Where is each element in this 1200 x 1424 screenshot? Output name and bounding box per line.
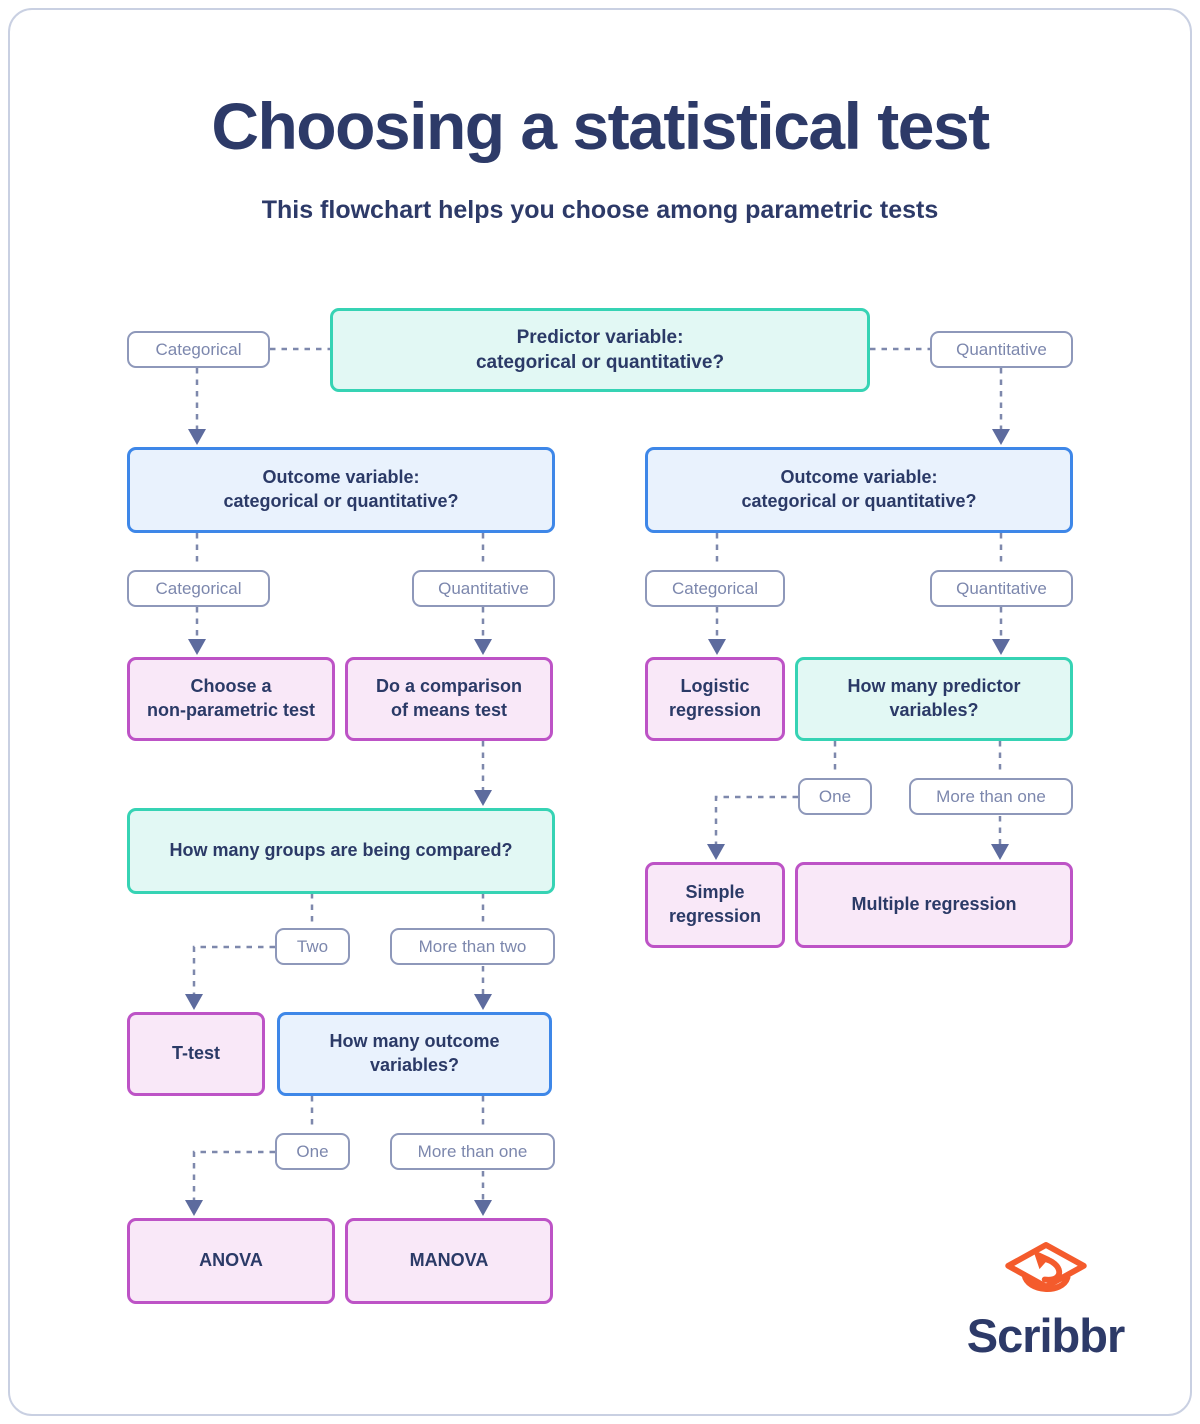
edge-label-quantitative-top-right: Quantitative	[930, 331, 1073, 368]
node-anova: ANOVA	[127, 1218, 335, 1304]
node-logistic-regression: Logistic regression	[645, 657, 785, 741]
edge-label-more-than-one-left-branch: More than one	[390, 1133, 555, 1170]
node-how-many-groups: How many groups are being compared?	[127, 808, 555, 894]
edge-label-quantitative-right-branch: Quantitative	[930, 570, 1073, 607]
node-simple-regression: Simple regression	[645, 862, 785, 948]
node-predictor-variable: Predictor variable: categorical or quant…	[330, 308, 870, 392]
node-comparison-of-means-test: Do a comparison of means test	[345, 657, 553, 741]
node-multiple-regression: Multiple regression	[795, 862, 1073, 948]
scribbr-wordmark: Scribbr	[966, 1309, 1126, 1362]
node-t-test: T-test	[127, 1012, 265, 1096]
node-choose-non-parametric-test: Choose a non-parametric test	[127, 657, 335, 741]
edge-label-one-left-branch: One	[275, 1133, 350, 1170]
node-how-many-predictor-variables: How many predictor variables?	[795, 657, 1073, 741]
node-how-many-outcome-variables: How many outcome variables?	[277, 1012, 552, 1096]
page-subtitle: This flowchart helps you choose among pa…	[261, 196, 939, 224]
brand-block: Scribbr	[958, 1240, 1133, 1363]
edge-label-categorical-top-left: Categorical	[127, 331, 270, 368]
page-title: Choosing a statistical test	[211, 89, 990, 163]
node-outcome-variable-left: Outcome variable: categorical or quantit…	[127, 447, 555, 533]
edge-label-categorical-left-branch: Categorical	[127, 570, 270, 607]
node-outcome-variable-right: Outcome variable: categorical or quantit…	[645, 447, 1073, 533]
edge-label-categorical-right-branch: Categorical	[645, 570, 785, 607]
scribbr-graduation-cap-icon	[1004, 1242, 1087, 1292]
edge-label-quantitative-left-branch: Quantitative	[412, 570, 555, 607]
edge-label-one-right-branch: One	[798, 778, 872, 815]
edge-label-more-than-two: More than two	[390, 928, 555, 965]
edge-label-more-than-one-right-branch: More than one	[909, 778, 1073, 815]
edge-label-two: Two	[275, 928, 350, 965]
node-manova: MANOVA	[345, 1218, 553, 1304]
